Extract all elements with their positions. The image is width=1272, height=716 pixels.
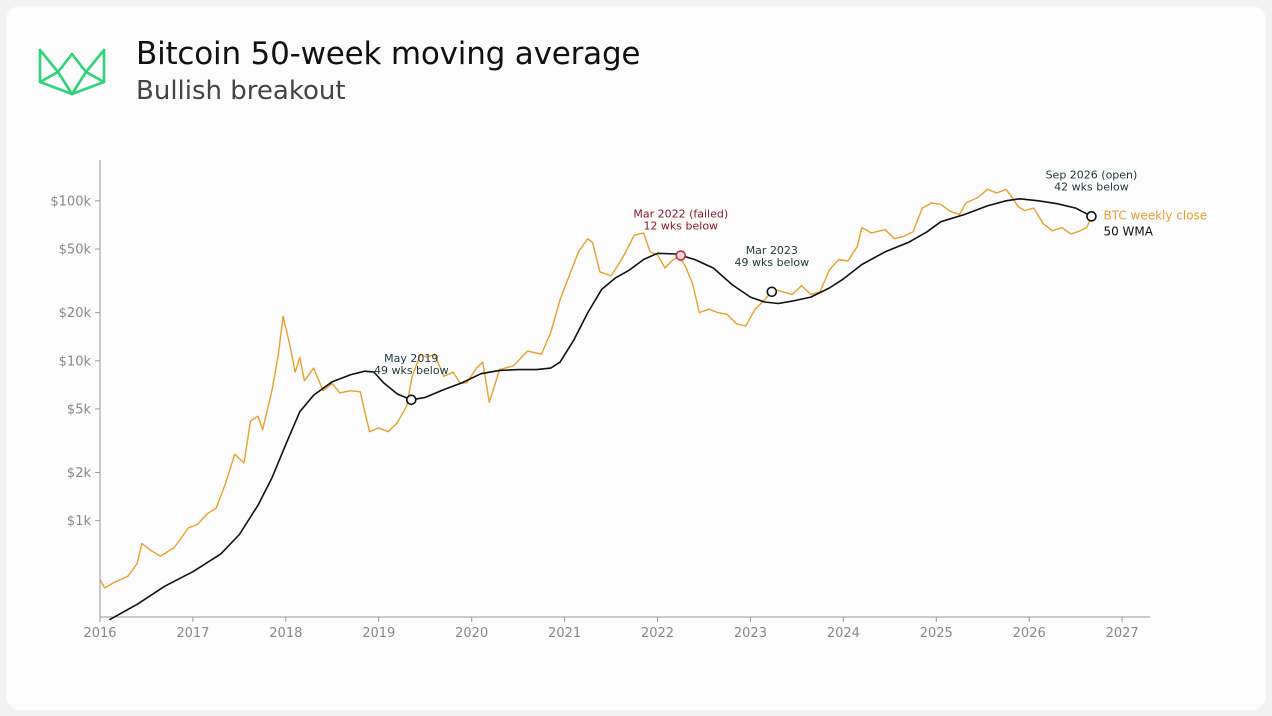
x-tick-label: 2017 (176, 626, 209, 641)
chart-card (6, 6, 1266, 710)
chart-title: Bitcoin 50-week moving average (136, 36, 641, 72)
wma-50-line (108, 198, 1092, 621)
annotation-marker (675, 250, 687, 261)
y-tick-label: $50k (59, 242, 92, 257)
legend-btc-label: BTC weekly close (1103, 208, 1207, 222)
annotation-line: Sep 2026 (open) (1046, 168, 1138, 181)
x-tick-label: 2027 (1106, 626, 1139, 641)
annotation-label: Mar 2023 49 wks below (735, 244, 810, 269)
legend-wma-label: 50 WMA (1103, 224, 1153, 238)
annotation-line: 49 wks below (735, 256, 810, 269)
y-tick-label: $5k (67, 402, 92, 417)
annotation-line: Mar 2022 (failed) (633, 208, 728, 221)
annotation-marker (405, 394, 417, 406)
x-tick-label: 2025 (920, 626, 953, 641)
annotation-marker (766, 286, 778, 298)
x-tick-label: 2020 (455, 626, 488, 641)
y-tick-label: $10k (59, 354, 92, 369)
x-tick-label: 2026 (1013, 626, 1046, 641)
x-tick-label: 2024 (827, 626, 860, 641)
annotation-line: 12 wks below (643, 220, 718, 233)
chart-subtitle: Bullish breakout (136, 76, 346, 106)
annotation-label: Mar 2022 (failed) 12 wks below (633, 208, 728, 233)
annotation-line: Mar 2023 (746, 244, 798, 257)
annotation-line: May 2019 (384, 352, 438, 365)
y-tick-label: $2k (67, 466, 92, 481)
x-tick-label: 2018 (269, 626, 302, 641)
annotation-line: 42 wks below (1054, 180, 1129, 193)
btc-weekly-close-line (99, 188, 1093, 589)
x-tick-label: 2022 (641, 626, 674, 641)
y-tick-label: $20k (59, 306, 92, 321)
annotation-marker (1086, 211, 1097, 222)
logo-icon (38, 48, 106, 96)
annotation-label: Sep 2026 (open) 42 wks below (1046, 168, 1138, 193)
annotation-label: May 2019 49 wks below (374, 352, 449, 377)
x-tick-label: 2019 (362, 626, 395, 641)
x-tick-label: 2021 (548, 626, 581, 641)
y-tick-label: $1k (67, 514, 92, 529)
y-tick-label: $100k (50, 194, 91, 209)
x-tick-label: 2023 (734, 626, 767, 641)
x-tick-label: 2016 (83, 626, 116, 641)
annotation-line: 49 wks below (374, 364, 449, 377)
